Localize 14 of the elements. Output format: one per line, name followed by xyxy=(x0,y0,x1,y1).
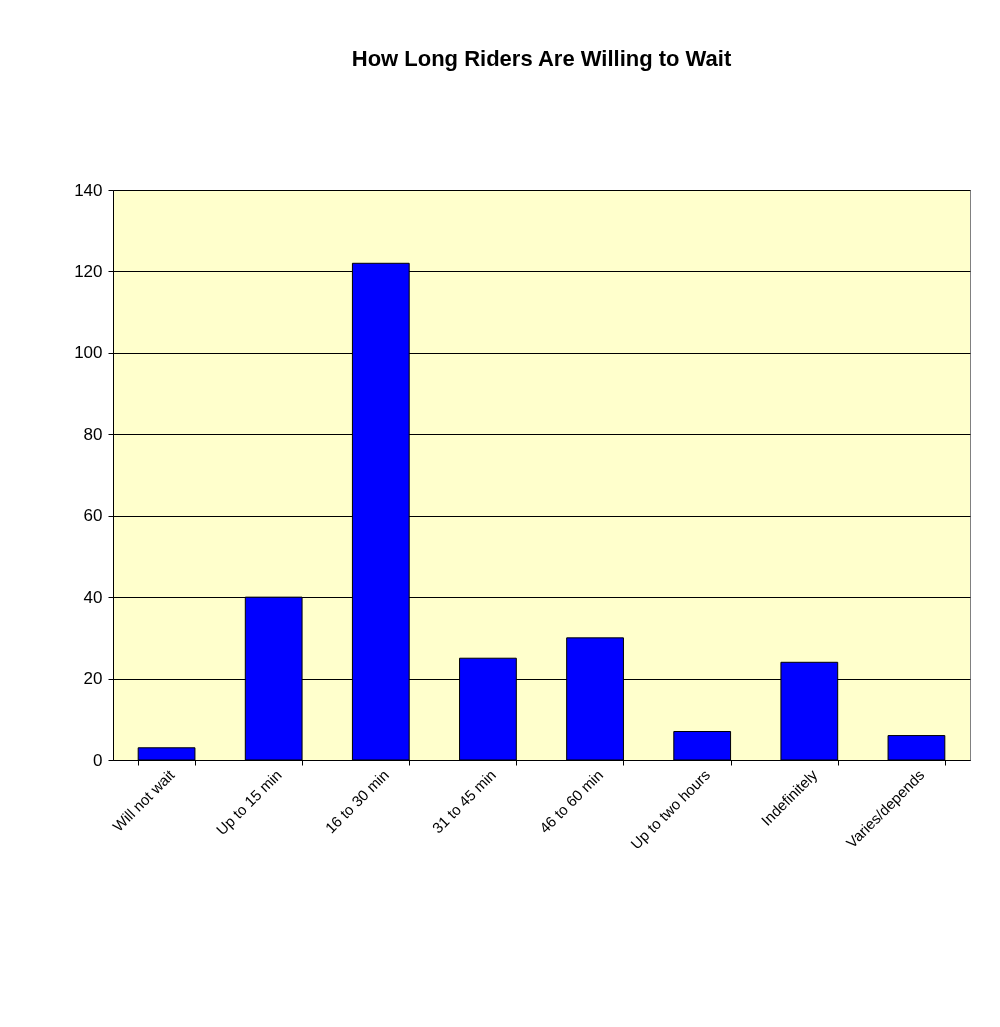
x-tick-label: 46 to 60 min xyxy=(535,766,607,837)
y-tick-label: 40 xyxy=(83,587,103,607)
chart-title: How Long Riders Are Willing to Wait xyxy=(351,46,732,71)
y-tick-label: 120 xyxy=(74,261,103,281)
x-tick-label: Up to 15 min xyxy=(212,766,285,839)
y-tick-label: 60 xyxy=(83,506,103,526)
y-tick-label: 0 xyxy=(93,750,103,770)
y-tick-label: 100 xyxy=(74,343,103,363)
y-tick-label: 20 xyxy=(83,669,103,689)
y-tick-label: 140 xyxy=(74,180,103,200)
x-tick-label: 31 to 45 min xyxy=(428,766,500,837)
x-tick-label: Will not wait xyxy=(109,765,179,835)
x-tick-label: 16 to 30 min xyxy=(321,766,392,837)
y-tick-label: 80 xyxy=(83,424,103,444)
